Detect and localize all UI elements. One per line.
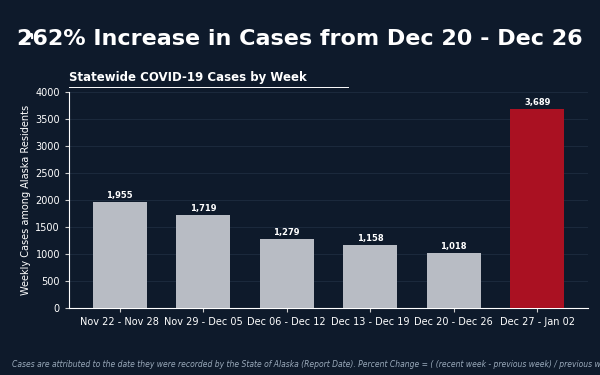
Text: Statewide COVID-19 Cases by Week: Statewide COVID-19 Cases by Week xyxy=(69,71,307,84)
Text: 262% Increase in Cases from Dec 20 - Dec 26: 262% Increase in Cases from Dec 20 - Dec… xyxy=(17,29,583,50)
Bar xyxy=(176,215,230,308)
Bar xyxy=(343,245,397,308)
Bar xyxy=(510,109,565,308)
Bar xyxy=(260,238,314,308)
Text: 1,018: 1,018 xyxy=(440,242,467,251)
Text: 1,719: 1,719 xyxy=(190,204,217,213)
Text: ↗: ↗ xyxy=(18,30,35,49)
Bar xyxy=(427,253,481,308)
Text: 3,689: 3,689 xyxy=(524,98,550,107)
Text: Cases are attributed to the date they were recorded by the State of Alaska (Repo: Cases are attributed to the date they we… xyxy=(12,360,600,369)
Text: 1,279: 1,279 xyxy=(274,228,300,237)
Text: 1,955: 1,955 xyxy=(106,191,133,200)
Bar xyxy=(92,202,147,308)
Y-axis label: Weekly Cases among Alaska Residents: Weekly Cases among Alaska Residents xyxy=(21,105,31,295)
Text: 1,158: 1,158 xyxy=(357,234,383,243)
